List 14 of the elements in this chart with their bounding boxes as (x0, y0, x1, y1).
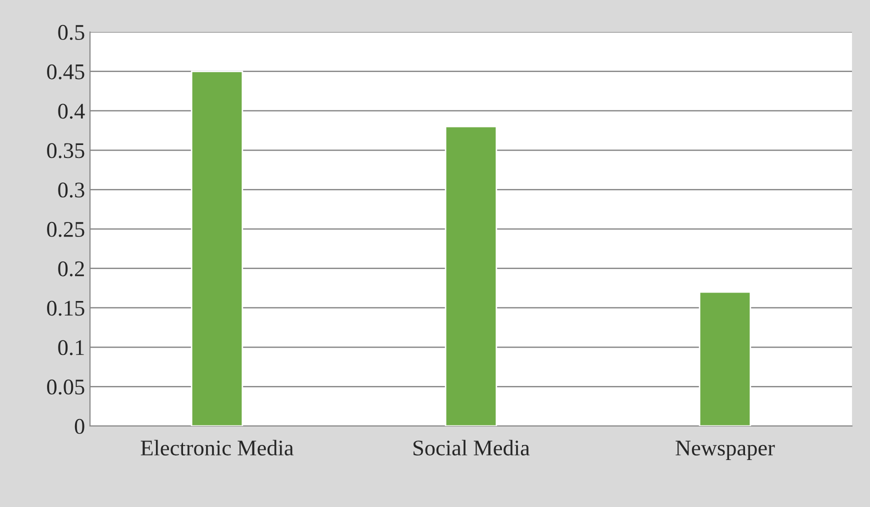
y-tick-label: 0 (74, 418, 84, 434)
y-tick-label: 0.05 (47, 380, 84, 395)
y-tick-label: 0.5 (58, 24, 84, 40)
y-tick-label: 0.15 (47, 300, 84, 316)
y-tick-label: 0.45 (47, 64, 84, 80)
y-tick-label: 0.2 (58, 261, 84, 276)
x-tick-label: Newspaper (676, 440, 775, 460)
y-tick-label: 0.3 (58, 182, 84, 198)
y-tick-label: 0.4 (58, 104, 85, 119)
y-tick-label: 0.25 (47, 222, 84, 238)
y-tick-label: 0.1 (58, 340, 84, 356)
x-tick-label: Social Media (414, 440, 530, 456)
y-tick-label: 0.35 (47, 143, 84, 158)
x-tick-label: Electronic Media (140, 440, 294, 456)
